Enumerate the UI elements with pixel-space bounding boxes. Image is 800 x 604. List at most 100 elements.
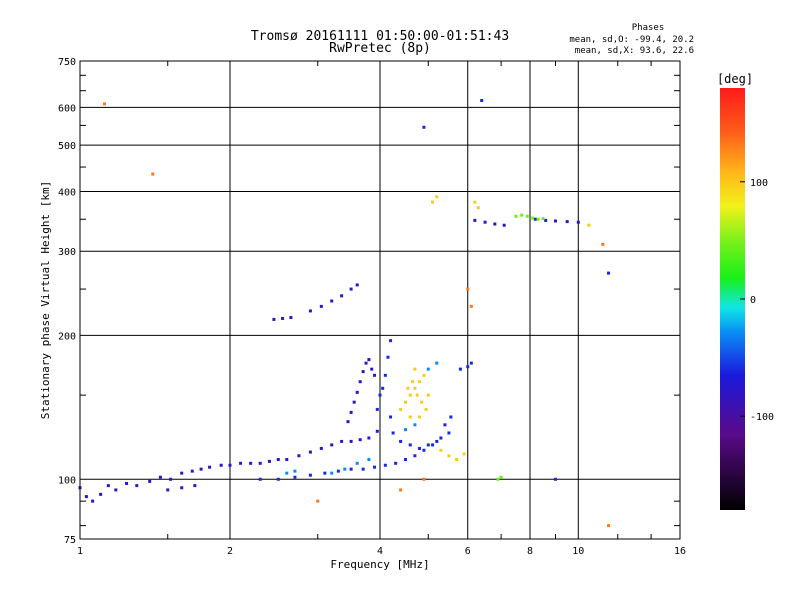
data-point bbox=[289, 315, 293, 319]
data-point bbox=[499, 475, 503, 479]
data-point bbox=[469, 304, 473, 308]
colorbar-label: [deg] bbox=[717, 72, 753, 86]
data-point bbox=[496, 477, 500, 481]
data-point bbox=[601, 242, 605, 246]
data-point bbox=[228, 463, 232, 467]
y-tick-label: 75 bbox=[64, 535, 76, 546]
data-point bbox=[355, 283, 359, 287]
data-point bbox=[330, 471, 334, 475]
data-point bbox=[435, 195, 439, 199]
chart-title: Tromsø 20161111 01:50:00-01:51:43 bbox=[251, 29, 509, 44]
data-point bbox=[458, 367, 462, 371]
data-point bbox=[403, 428, 407, 432]
colorbar-tick-label: 0 bbox=[750, 295, 756, 306]
x-tick-label: 2 bbox=[227, 546, 233, 557]
data-point bbox=[435, 439, 439, 443]
data-point bbox=[422, 448, 426, 452]
data-point bbox=[413, 423, 417, 427]
data-point bbox=[411, 380, 415, 384]
data-point bbox=[399, 488, 403, 492]
data-point bbox=[426, 443, 430, 447]
data-point bbox=[383, 373, 387, 377]
data-point bbox=[413, 386, 417, 390]
data-point bbox=[258, 477, 262, 481]
data-point bbox=[424, 407, 428, 411]
data-point bbox=[447, 454, 451, 458]
data-point bbox=[426, 393, 430, 397]
data-point bbox=[587, 223, 591, 227]
data-point bbox=[190, 469, 194, 473]
data-point bbox=[408, 415, 412, 419]
data-point bbox=[541, 217, 545, 221]
data-point bbox=[199, 467, 203, 471]
data-point bbox=[565, 220, 569, 224]
data-point bbox=[180, 486, 184, 490]
data-point bbox=[514, 214, 518, 218]
data-point bbox=[408, 393, 412, 397]
data-point bbox=[417, 380, 421, 384]
y-tick-label: 300 bbox=[58, 247, 76, 258]
y-tick-label: 200 bbox=[58, 331, 76, 342]
data-point bbox=[316, 499, 320, 503]
data-point bbox=[355, 390, 359, 394]
data-point bbox=[91, 499, 95, 503]
data-point bbox=[373, 373, 377, 377]
data-point bbox=[439, 448, 443, 452]
data-point bbox=[422, 477, 426, 481]
x-tick-label: 6 bbox=[465, 546, 471, 557]
x-tick-label: 1 bbox=[77, 546, 83, 557]
x-tick-label: 4 bbox=[377, 546, 383, 557]
y-axis-label: Stationary phase Virtual Height [km] bbox=[39, 181, 52, 419]
data-point bbox=[258, 461, 262, 465]
data-point bbox=[386, 355, 390, 359]
data-point bbox=[84, 495, 88, 499]
data-point bbox=[219, 463, 223, 467]
data-point bbox=[520, 213, 524, 217]
data-point bbox=[576, 220, 580, 224]
data-point bbox=[375, 407, 379, 411]
x-tick-label: 16 bbox=[674, 546, 686, 557]
data-point bbox=[399, 439, 403, 443]
data-point bbox=[293, 469, 297, 473]
data-point bbox=[285, 471, 289, 475]
data-point bbox=[553, 477, 557, 481]
y-tick-label: 600 bbox=[58, 103, 76, 114]
data-point bbox=[431, 443, 435, 447]
chart-subtitle: RwPretec (8p) bbox=[329, 41, 431, 56]
data-point bbox=[449, 415, 453, 419]
data-point bbox=[413, 367, 417, 371]
data-point bbox=[352, 400, 356, 404]
data-point bbox=[367, 358, 371, 362]
data-point bbox=[349, 439, 353, 443]
data-point bbox=[417, 446, 421, 450]
colorbar-tick-label: -100 bbox=[750, 412, 774, 423]
data-point bbox=[340, 294, 344, 298]
data-point bbox=[394, 461, 398, 465]
data-point bbox=[358, 380, 362, 384]
data-point bbox=[607, 524, 611, 528]
x-tick-label: 10 bbox=[572, 546, 584, 557]
data-point bbox=[493, 222, 497, 226]
data-point bbox=[281, 316, 285, 320]
data-point bbox=[308, 473, 312, 477]
stats-o-mode: mean, sd,O: -99.4, 20.2 bbox=[569, 35, 694, 45]
data-point bbox=[349, 410, 353, 414]
y-tick-label: 750 bbox=[58, 57, 76, 68]
data-point bbox=[406, 386, 410, 390]
y-tick-label: 400 bbox=[58, 187, 76, 198]
data-point bbox=[443, 423, 447, 427]
data-point bbox=[106, 484, 110, 488]
data-point bbox=[391, 431, 395, 435]
data-point bbox=[180, 471, 184, 475]
data-point bbox=[473, 200, 477, 204]
data-point bbox=[417, 415, 421, 419]
data-point bbox=[439, 436, 443, 440]
data-point bbox=[193, 484, 197, 488]
plot-frame bbox=[79, 60, 681, 540]
data-point bbox=[413, 454, 417, 458]
x-axis-label: Frequency [MHz] bbox=[330, 558, 429, 571]
colorbar-tick-label: 100 bbox=[750, 178, 768, 189]
data-point bbox=[607, 271, 611, 275]
data-point bbox=[389, 415, 393, 419]
data-point bbox=[330, 299, 334, 303]
